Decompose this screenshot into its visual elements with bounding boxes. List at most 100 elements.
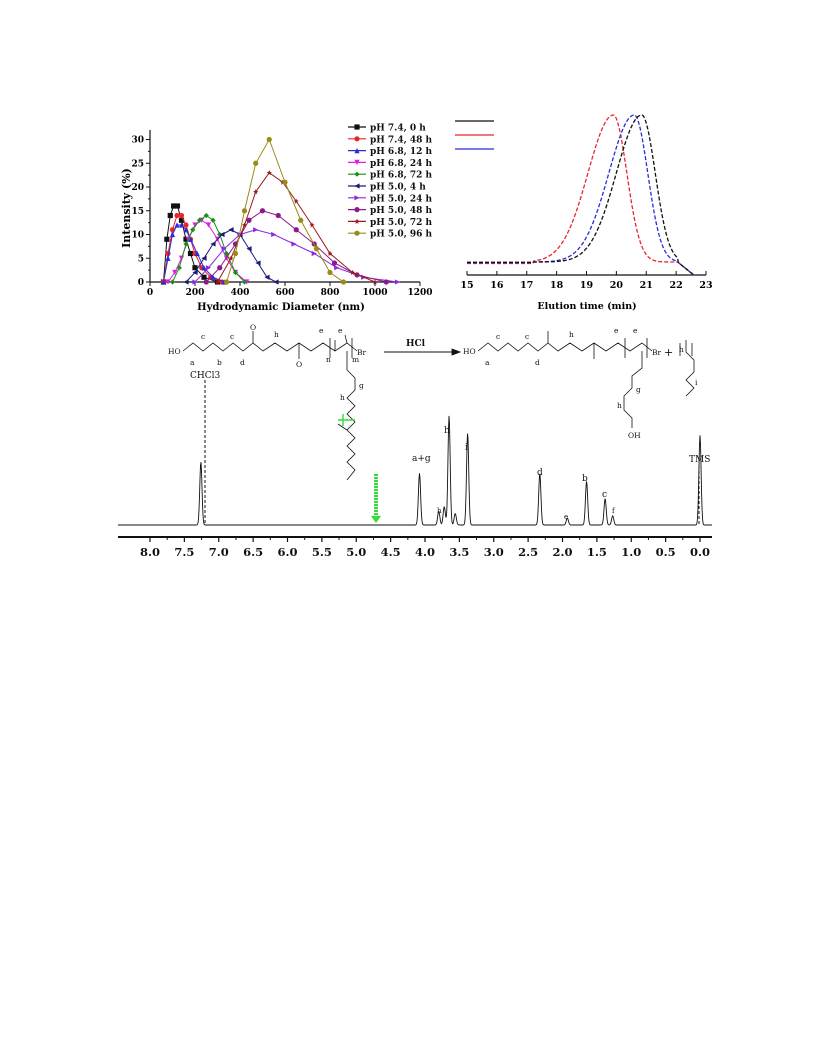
dls-legend-label: pH 5.0, 96 h — [370, 230, 433, 240]
dls-series-6 — [192, 227, 401, 285]
dls-point — [232, 269, 239, 276]
dls-point — [334, 265, 340, 271]
dls-x-label: Hydrodynamic Diameter (nm) — [197, 302, 365, 313]
scheme-br-left: Br — [357, 348, 367, 357]
dls-point — [253, 227, 259, 233]
nmr-axes: 8.0 7.5 7.0 6.5 6.0 5.5 5.0 4.5 4.0 3.5 3.0 2.5 2.0 1… — [118, 536, 712, 559]
dls-series — [160, 136, 401, 285]
dls-legend-label: pH 6.8, 24 h — [370, 159, 433, 169]
nmr-spectrum: 8.0 7.5 7.0 6.5 6.0 5.5 5.0 4.5 4.0 3.5 3.0 2.5 2.0 1… — [118, 371, 712, 559]
gpc-x-tick-label: 23 — [699, 280, 712, 291]
dls-point — [311, 250, 317, 257]
dls-point — [253, 189, 259, 195]
dls-point — [217, 265, 223, 271]
nmr-x-tick-label: 3.5 — [449, 545, 469, 559]
dls-legend-swatch-marker — [354, 230, 360, 236]
scheme-label-i: i — [695, 378, 698, 387]
scheme-label-c2-r: c — [525, 332, 529, 341]
dls-point — [187, 250, 194, 257]
dls-point — [183, 279, 189, 285]
dls-point — [172, 269, 178, 276]
dls-point — [167, 212, 173, 219]
dls-legend-swatch-marker — [354, 159, 360, 165]
dls-point — [253, 160, 259, 166]
scheme-label-a-r: a — [485, 358, 490, 367]
scheme-label-c1: c — [201, 332, 205, 341]
dls-legend-item: pH 7.4, 48 h — [348, 135, 433, 145]
scheme-label-h3: h — [679, 345, 684, 354]
scheme-label-e1: e — [319, 326, 324, 335]
dls-x-tick-label: 1200 — [407, 288, 432, 298]
nmr-peak-labels: CHCl3 a+g h i d e b c f TMS h — [190, 371, 710, 521]
dls-y-tick-label: 5 — [138, 254, 144, 264]
dls-x-tick-label: 0 — [147, 288, 153, 298]
scheme-m-left: m — [352, 355, 359, 364]
dls-point — [298, 217, 304, 223]
dls-point — [183, 241, 189, 247]
dls-point — [313, 246, 320, 252]
dls-point — [178, 212, 185, 219]
dls-y-label: Intensity (%) — [120, 168, 133, 248]
dls-legend-item: pH 7.4, 0 h — [348, 124, 426, 134]
nmr-spectrum-line — [118, 415, 712, 526]
dls-legend-item: pH 5.0, 24 h — [348, 194, 433, 204]
dls-point — [192, 265, 198, 271]
dls-y-tick-label: 10 — [131, 231, 144, 241]
nmr-x-tick-label: 1.0 — [621, 545, 641, 559]
dls-x-tick-label: 200 — [186, 288, 205, 298]
dls-legend-item: pH 5.0, 48 h — [348, 206, 433, 216]
gpc-series — [467, 114, 695, 276]
dls-point — [174, 222, 180, 228]
dls-point — [192, 269, 198, 276]
dls-point — [176, 265, 182, 271]
dls-point — [241, 222, 248, 228]
dls-point — [372, 279, 378, 285]
gpc-x-tick-label: 20 — [610, 280, 624, 291]
dls-point — [201, 274, 207, 280]
dls-point — [228, 255, 234, 261]
dls-x-tick-label: 800 — [321, 288, 340, 298]
dls-series-line — [163, 215, 223, 283]
dls-point — [331, 260, 338, 266]
dls-point — [203, 279, 209, 285]
dls-point — [169, 279, 176, 285]
nmr-x-tick-label: 2.0 — [552, 545, 572, 559]
dls-point — [165, 250, 171, 257]
nmr-x-tick-label: 3.0 — [484, 545, 504, 559]
dls-point — [255, 260, 261, 266]
dls-point — [205, 222, 212, 228]
scheme-text: HO Br O O n m a c b c d h e e g h HCl HO… — [168, 323, 698, 440]
dls-legend-swatch-marker — [354, 218, 360, 224]
dls-y-tick-label: 0 — [138, 278, 144, 288]
nmr-marker-green-arrow — [371, 516, 381, 523]
dls-point — [165, 279, 171, 285]
dls-y-tick-label: 20 — [131, 183, 144, 193]
dls-legend-label: pH 7.4, 48 h — [370, 135, 433, 145]
dls-point — [232, 250, 239, 257]
scheme-ho-right: HO — [463, 347, 476, 356]
dls-legend-item: pH 5.0, 4 h — [348, 183, 426, 193]
dls-legend-label: pH 5.0, 24 h — [370, 194, 433, 204]
dls-legend-label: pH 5.0, 48 h — [370, 206, 433, 216]
scheme-label-g: g — [359, 381, 364, 390]
nmr-x-tick-label: 1.5 — [587, 545, 607, 559]
nmr-label-i: i — [465, 443, 468, 453]
scheme-n-left: n — [326, 355, 331, 364]
dls-point — [275, 212, 281, 219]
nmr-x-tick-label: 2.5 — [518, 545, 538, 559]
nmr-x-tick-label: 5.0 — [346, 545, 366, 559]
dls-point — [194, 250, 200, 257]
byproduct-structure — [685, 340, 695, 397]
dls-point — [210, 274, 216, 280]
nmr-label-h-small: h — [437, 507, 442, 515]
dls-series-7 — [203, 208, 389, 285]
dls-series-3 — [165, 217, 250, 285]
nmr-markers — [204, 380, 700, 524]
dls-legend-label: pH 5.0, 4 h — [370, 183, 426, 193]
dls-legend-item: pH 6.8, 72 h — [348, 171, 433, 181]
dls-point — [394, 279, 401, 285]
dls-x-tick-label: 400 — [231, 288, 250, 298]
dls-legend-item: pH 5.0, 72 h — [348, 218, 433, 228]
dls-point — [273, 279, 279, 285]
scheme-label-b: b — [217, 358, 222, 367]
